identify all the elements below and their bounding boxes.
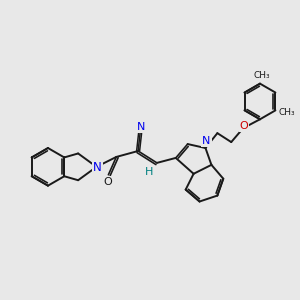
Text: N: N	[137, 122, 145, 132]
Text: O: O	[240, 121, 248, 131]
Text: N: N	[93, 161, 102, 174]
Text: O: O	[103, 177, 112, 187]
Text: CH₃: CH₃	[279, 108, 296, 117]
Text: CH₃: CH₃	[254, 71, 270, 80]
Text: H: H	[145, 167, 153, 177]
Text: N: N	[202, 136, 211, 146]
